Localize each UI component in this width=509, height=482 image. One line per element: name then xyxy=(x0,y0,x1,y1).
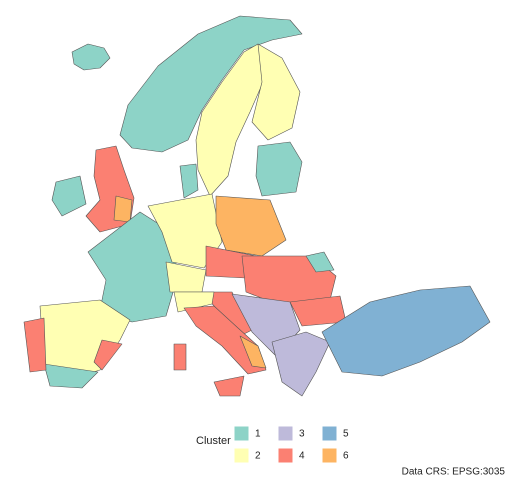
sweden xyxy=(195,43,265,197)
greece xyxy=(271,331,331,397)
france xyxy=(87,211,177,323)
regions xyxy=(23,15,491,397)
legend: 1 2 3 4 5 6 xyxy=(233,425,349,464)
legend-key xyxy=(321,447,338,464)
legend-key xyxy=(277,425,294,442)
ireland xyxy=(51,175,87,217)
baltics xyxy=(255,141,303,197)
legend-key xyxy=(233,447,250,464)
denmark xyxy=(179,163,199,199)
legend-key xyxy=(321,425,338,442)
legend-title: Cluster xyxy=(196,435,231,447)
spain-south xyxy=(43,363,99,389)
italy-heel xyxy=(239,335,267,369)
legend-key xyxy=(233,425,250,442)
sardinia xyxy=(173,343,187,371)
portugal xyxy=(23,317,47,373)
poland xyxy=(215,195,287,257)
italy xyxy=(183,305,267,375)
norway xyxy=(119,15,303,153)
iceland xyxy=(71,43,111,71)
legend-label: 2 xyxy=(255,451,261,462)
italy-north xyxy=(173,291,215,313)
legend-label: 4 xyxy=(299,451,305,462)
legend-label: 5 xyxy=(343,429,349,440)
legend-key xyxy=(277,447,294,464)
spain-east xyxy=(93,339,123,371)
germany-benelux xyxy=(147,193,223,269)
finland xyxy=(251,43,301,141)
uk-east xyxy=(113,195,133,223)
legend-label: 6 xyxy=(343,451,349,462)
romania-north xyxy=(305,251,335,273)
caption: Data CRS: EPSG:3035 xyxy=(402,467,506,478)
sicily xyxy=(213,375,245,397)
legend-label: 3 xyxy=(299,429,305,440)
turkey xyxy=(321,285,491,377)
legend-label: 1 xyxy=(255,429,261,440)
